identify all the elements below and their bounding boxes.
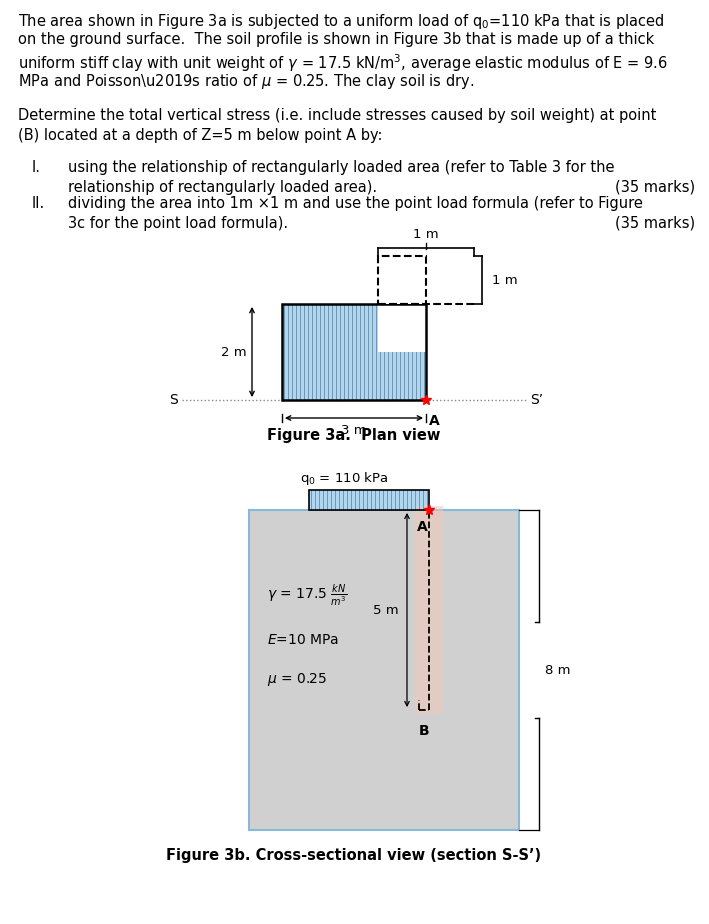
Bar: [378, 302, 426, 352]
Text: 8 m: 8 m: [545, 663, 571, 676]
Text: 3 m: 3 m: [341, 424, 367, 437]
Text: (35 marks): (35 marks): [615, 180, 695, 195]
Text: The area shown in Figure 3a is subjected to a uniform load of q$_0$=110 kPa that: The area shown in Figure 3a is subjected…: [18, 12, 664, 31]
Text: (35 marks): (35 marks): [615, 216, 695, 231]
Bar: [282, 304, 426, 400]
Text: Figure 3a.  Plan view: Figure 3a. Plan view: [267, 428, 441, 443]
Text: MPa and Poisson\u2019s ratio of $\mu$ = 0.25. The clay soil is dry.: MPa and Poisson\u2019s ratio of $\mu$ = …: [18, 72, 474, 91]
Bar: [309, 490, 429, 510]
Text: S: S: [169, 393, 178, 407]
Text: (B) located at a depth of Z=5 m below point A by:: (B) located at a depth of Z=5 m below po…: [18, 128, 382, 143]
Text: relationship of rectangularly loaded area).: relationship of rectangularly loaded are…: [68, 180, 377, 195]
Text: using the relationship of rectangularly loaded area (refer to Table 3 for the: using the relationship of rectangularly …: [68, 160, 615, 175]
Bar: [378, 256, 426, 304]
Text: 2 m: 2 m: [221, 346, 247, 359]
Text: 1 m: 1 m: [492, 274, 518, 286]
Text: on the ground surface.  The soil profile is shown in Figure 3b that is made up o: on the ground surface. The soil profile …: [18, 32, 654, 47]
Text: $\gamma$ = 17.5 $\frac{kN}{m^3}$: $\gamma$ = 17.5 $\frac{kN}{m^3}$: [267, 582, 347, 608]
Text: 1 m: 1 m: [413, 228, 439, 241]
Text: uniform stiff clay with unit weight of $\gamma$ = 17.5 kN/m$^3$, average elastic: uniform stiff clay with unit weight of $…: [18, 52, 668, 74]
Text: dividing the area into 1m ×1 m and use the point load formula (refer to Figure: dividing the area into 1m ×1 m and use t…: [68, 196, 643, 211]
Text: Figure 3b. Cross-sectional view (section S-S’): Figure 3b. Cross-sectional view (section…: [167, 848, 542, 863]
Text: I.: I.: [32, 160, 41, 175]
Text: Determine the total vertical stress (i.e. include stresses caused by soil weight: Determine the total vertical stress (i.e…: [18, 108, 657, 123]
Text: B: B: [419, 724, 430, 738]
Text: A: A: [417, 520, 428, 534]
Text: 5 m: 5 m: [374, 603, 399, 616]
Text: II.: II.: [32, 196, 45, 211]
Text: A: A: [429, 414, 440, 428]
Bar: [415, 506, 443, 714]
Bar: [282, 304, 426, 400]
Text: q$_0$ = 110 kPa: q$_0$ = 110 kPa: [300, 470, 388, 487]
Text: $\mu$ = 0.25: $\mu$ = 0.25: [267, 672, 328, 688]
Text: 3c for the point load formula).: 3c for the point load formula).: [68, 216, 288, 231]
Text: $\it{E}$=10 MPa: $\it{E}$=10 MPa: [267, 633, 339, 647]
Bar: [249, 510, 519, 830]
Bar: [309, 490, 429, 510]
Text: S’: S’: [530, 393, 543, 407]
